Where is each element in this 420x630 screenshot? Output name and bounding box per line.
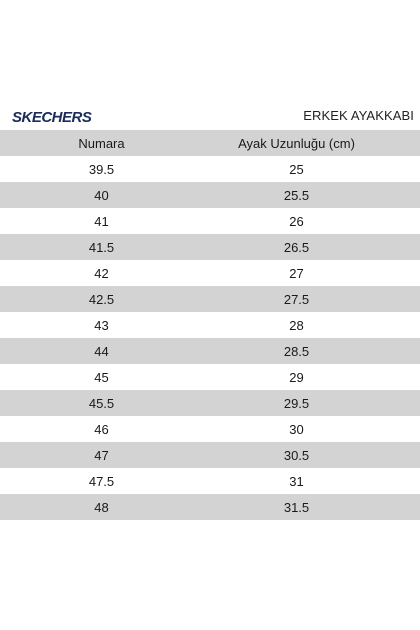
table-row: 44 28.5: [0, 338, 420, 364]
cell-foot-length: 27: [289, 265, 304, 281]
cell-numara: 44: [94, 343, 109, 359]
cell-numara: 47.5: [88, 473, 115, 489]
table-row: 47 30.5: [0, 442, 420, 468]
table-row: 43 28: [0, 312, 420, 338]
column-header-foot-length: Ayak Uzunluğu (cm): [238, 135, 355, 151]
cell-numara: 45: [94, 369, 109, 385]
table-row: 48 31.5: [0, 494, 420, 520]
table-row: 42 27: [0, 260, 420, 286]
size-table: Numara Ayak Uzunluğu (cm) 39.5 25 40 25.5 41…: [0, 130, 420, 520]
cell-foot-length: 26: [289, 213, 304, 229]
table-row: 42.5 27.5: [0, 286, 420, 312]
cell-numara: 41.5: [88, 239, 115, 255]
logo-wordmark: SKECHERS: [12, 109, 92, 126]
cell-foot-length: 25: [289, 161, 304, 177]
table-row: 45.5 29.5: [0, 390, 420, 416]
brand-logo: SKECHERS: [12, 108, 110, 126]
cell-numara: 42.5: [88, 291, 115, 307]
cell-foot-length: 30: [289, 421, 304, 437]
cell-numara: 45.5: [88, 395, 115, 411]
cell-numara: 48: [94, 499, 109, 515]
table-row: 40 25.5: [0, 182, 420, 208]
cell-foot-length: 28.5: [283, 343, 310, 359]
cell-numara: 39.5: [88, 161, 115, 177]
cell-foot-length: 26.5: [283, 239, 310, 255]
cell-foot-length: 29.5: [283, 395, 310, 411]
cell-foot-length: 27.5: [283, 291, 310, 307]
cell-foot-length: 29: [289, 369, 304, 385]
table-row: 39.5 25: [0, 156, 420, 182]
cell-foot-length: 31: [289, 473, 304, 489]
cell-numara: 40: [94, 187, 109, 203]
table-row: 41 26: [0, 208, 420, 234]
cell-foot-length: 25.5: [283, 187, 310, 203]
cell-foot-length: 31.5: [283, 499, 310, 515]
cell-numara: 46: [94, 421, 109, 437]
cell-foot-length: 28: [289, 317, 304, 333]
cell-numara: 47: [94, 447, 109, 463]
table-header: Numara Ayak Uzunluğu (cm): [0, 130, 420, 156]
cell-numara: 43: [94, 317, 109, 333]
table-row: 45 29: [0, 364, 420, 390]
cell-numara: 41: [94, 213, 109, 229]
column-header-numara: Numara: [78, 135, 125, 151]
page-title: ERKEK AYAKKABI: [303, 108, 414, 123]
table-row: 46 30: [0, 416, 420, 442]
table-row: 47.5 31: [0, 468, 420, 494]
cell-numara: 42: [94, 265, 109, 281]
cell-foot-length: 30.5: [283, 447, 310, 463]
table-row: 41.5 26.5: [0, 234, 420, 260]
table-body: 39.5 25 40 25.5 41 26 41.5 26.5 42 27 42.5 27.5 43 28…: [0, 156, 420, 520]
